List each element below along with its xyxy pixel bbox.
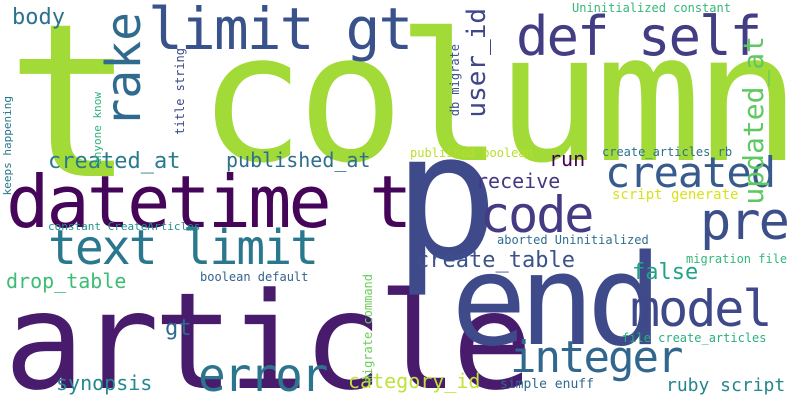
word-datetime-t: datetime t — [6, 160, 412, 244]
word-end: end — [451, 227, 663, 374]
word-db-migrate: db migrate — [448, 44, 462, 117]
word-model: model — [630, 280, 773, 338]
word-limit-gt: limit gt — [148, 0, 413, 63]
word-created: created — [605, 148, 776, 197]
word-migrate-command: migrate command — [361, 274, 375, 383]
word-synopsis: synopsis — [56, 371, 153, 395]
word-published-boolean: published boolean — [410, 146, 533, 160]
word-false: false — [632, 260, 699, 285]
word-run: run — [549, 147, 586, 171]
word-aborted-uninitialized: aborted Uninitialized — [497, 233, 649, 247]
word-uninitialized-constant: Uninitialized constant — [572, 1, 731, 15]
word-text-limit: text limit — [48, 220, 319, 276]
word-anyone-know: anyone know — [91, 92, 104, 165]
word-rake: rake — [96, 12, 152, 128]
word-receive: receive — [476, 169, 561, 193]
word-t: t — [6, 0, 135, 227]
word-keeps-happening: keeps happening — [1, 96, 14, 196]
word-article: article — [4, 264, 533, 400]
word-created-at: created_at — [48, 149, 181, 174]
word-def-self: def self — [516, 5, 762, 68]
word-body: body — [12, 5, 65, 30]
word-pre: pre — [700, 192, 790, 252]
word-column: column — [198, 0, 800, 202]
word-create-articles-rb: create_articles rb — [602, 145, 733, 159]
word-boolean-default: boolean default — [200, 270, 309, 284]
word-ruby-script: ruby script — [666, 375, 786, 396]
word-simple-enuff: simple enuff — [500, 377, 594, 392]
word-user-id: user_id — [462, 8, 492, 118]
word-drop-table: drop_table — [6, 269, 127, 293]
word-code: code — [480, 186, 594, 244]
word-updated-at: updated_at — [737, 36, 770, 205]
word-script-generate: script generate — [612, 187, 739, 203]
word-integer: integer — [510, 332, 683, 383]
word-error: error — [198, 348, 328, 400]
word-category-id: category_id — [348, 369, 481, 393]
word-published-at: published_at — [226, 148, 371, 172]
word-file-create-articles: file create_articles — [622, 331, 767, 345]
word-title-string: title string — [173, 48, 187, 135]
word-create-table: create_table — [416, 248, 575, 273]
word-gt: gt — [165, 316, 192, 341]
word-p: p — [393, 95, 499, 300]
word-migration-file: migration file — [686, 252, 788, 266]
word-constant-createarticles: constant CreateArticles — [48, 220, 201, 233]
